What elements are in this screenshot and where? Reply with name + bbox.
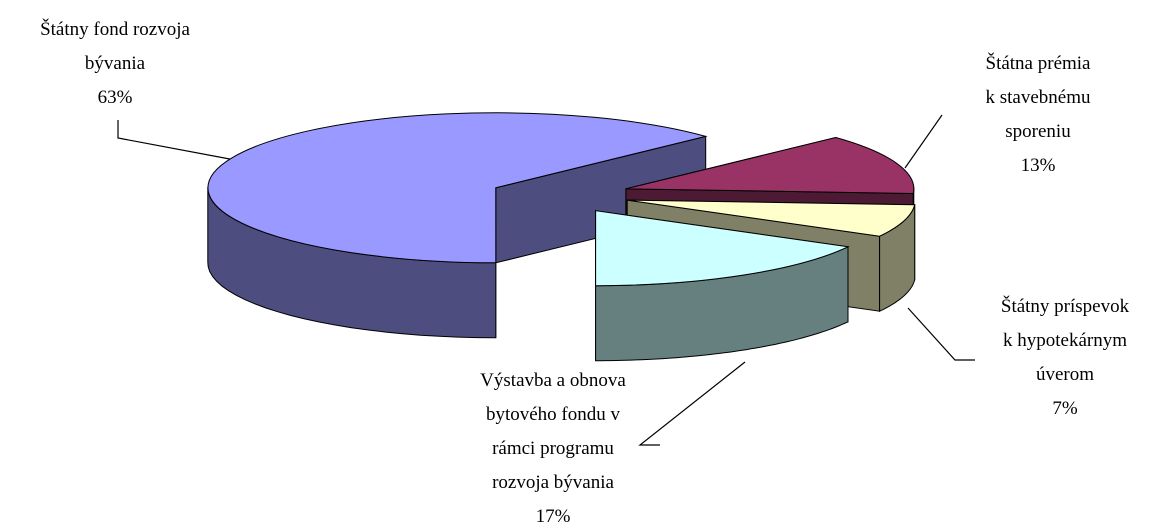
pie bbox=[207, 112, 916, 362]
value-label: 13% bbox=[1020, 155, 1056, 176]
leader-line bbox=[907, 307, 975, 361]
leader-line bbox=[638, 361, 746, 446]
category-label: Štátny príspevok k hypotekárnym úverom bbox=[1000, 296, 1130, 385]
category-label: Štátny fond rozvoja bývania bbox=[40, 19, 190, 74]
slice bbox=[627, 199, 916, 237]
value-label: 17% bbox=[535, 506, 571, 526]
slice bbox=[595, 210, 850, 287]
slice bbox=[625, 136, 915, 195]
slice-label: Štátny príspevok k hypotekárnym úverom 7% bbox=[945, 290, 1163, 426]
category-label: Štátna prémia k stavebnému sporeniu bbox=[985, 53, 1091, 142]
value-label: 7% bbox=[1052, 398, 1078, 419]
leader-line bbox=[904, 114, 943, 169]
value-label: 63% bbox=[97, 87, 133, 108]
slice-label: Výstavba a obnova bytového fondu v rámci… bbox=[433, 364, 673, 526]
slice-label: Štátna prémia k stavebnému sporeniu 13% bbox=[918, 47, 1158, 183]
slice-label: Štátny fond rozvoja bývania 63% bbox=[0, 13, 235, 115]
leader-line bbox=[117, 120, 236, 161]
category-label: Výstavba a obnova bytového fondu v rámci… bbox=[480, 370, 626, 493]
slice bbox=[207, 112, 708, 264]
